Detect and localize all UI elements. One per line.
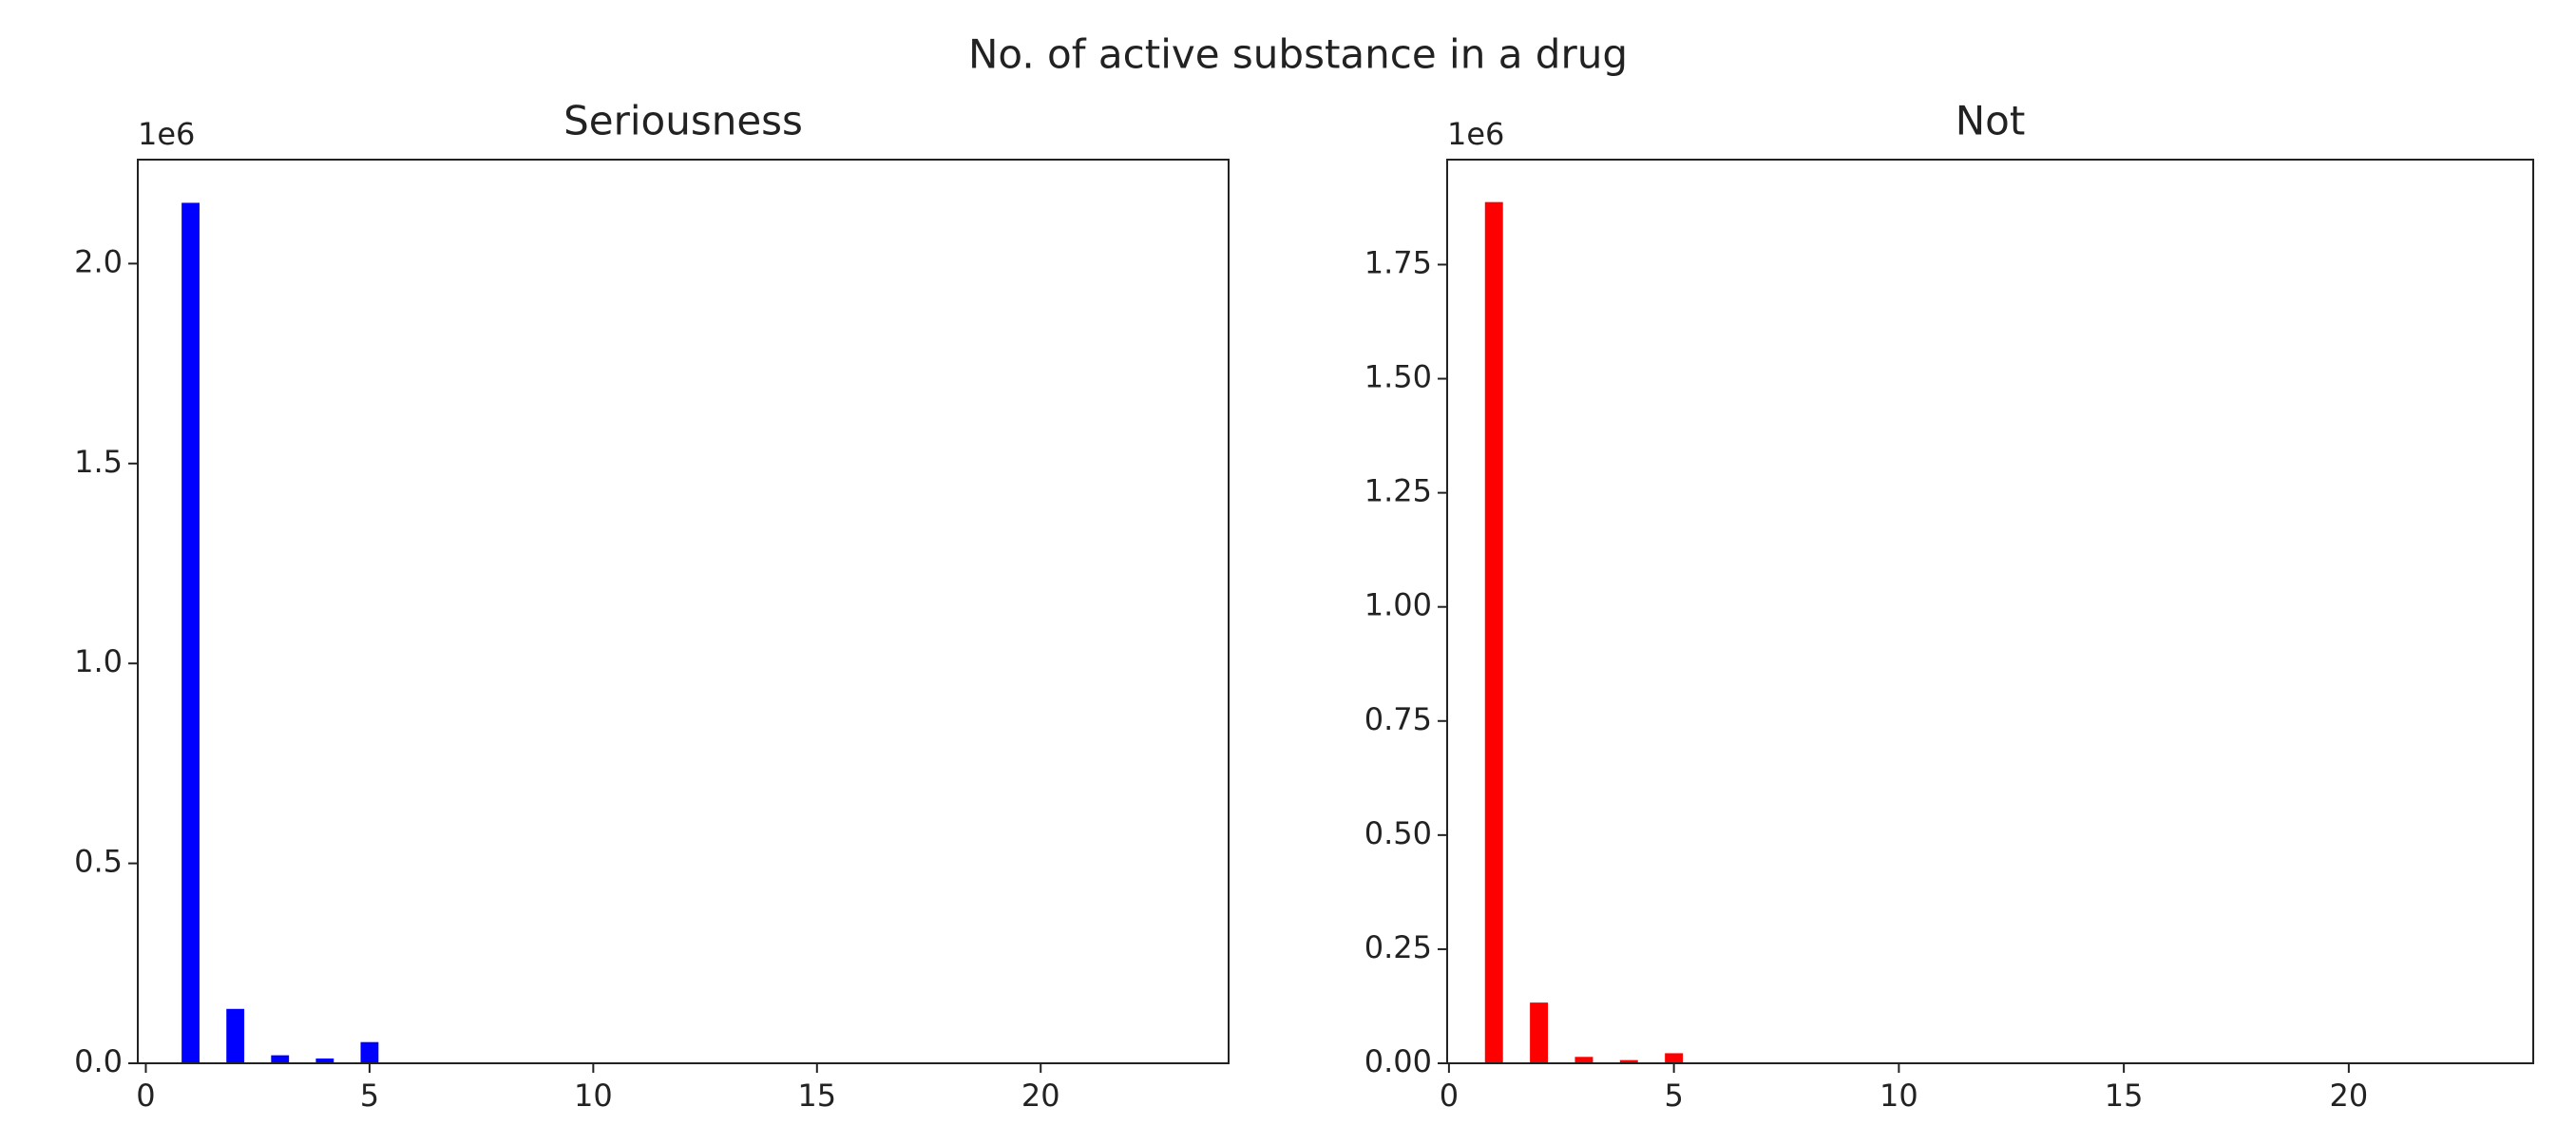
bar xyxy=(1530,1002,1549,1063)
axes-frame xyxy=(137,159,1230,1064)
bar xyxy=(1484,201,1503,1063)
bar xyxy=(1574,1057,1593,1063)
y-tick-label: 0.25 xyxy=(1364,929,1432,965)
bar xyxy=(360,1041,379,1063)
y-tick-label: 1.50 xyxy=(1364,359,1432,395)
x-tick-label: 20 xyxy=(2330,1078,2369,1114)
y-tick-label: 1.00 xyxy=(1364,587,1432,623)
x-tick-label: 5 xyxy=(1664,1078,1683,1114)
y-tick-label: 2.0 xyxy=(74,243,123,279)
bar xyxy=(226,1008,245,1063)
bar xyxy=(1665,1053,1684,1063)
y-tick-label: 0.00 xyxy=(1364,1043,1432,1079)
y-tick-label: 0.50 xyxy=(1364,815,1432,851)
x-tick-label: 5 xyxy=(360,1078,379,1114)
axes-frame xyxy=(1446,159,2534,1064)
y-tick-label: 1.75 xyxy=(1364,244,1432,280)
figure-title: No. of active substance in a drug xyxy=(968,31,1628,78)
y-tick-label: 1.5 xyxy=(74,444,123,480)
x-tick-label: 20 xyxy=(1021,1078,1060,1114)
offset-label: 1e6 xyxy=(138,116,195,152)
x-tick-label: 10 xyxy=(574,1078,613,1114)
bar xyxy=(315,1058,334,1063)
y-tick-label: 0.0 xyxy=(74,1043,123,1079)
y-tick-label: 1.0 xyxy=(74,643,123,679)
y-tick-label: 1.25 xyxy=(1364,473,1432,509)
x-tick-label: 15 xyxy=(797,1078,836,1114)
x-tick-label: 15 xyxy=(2105,1078,2144,1114)
bar xyxy=(271,1055,290,1063)
x-tick-label: 10 xyxy=(1880,1078,1918,1114)
y-tick-label: 0.75 xyxy=(1364,701,1432,737)
bar xyxy=(181,202,200,1063)
x-tick-label: 0 xyxy=(1440,1078,1459,1114)
offset-label: 1e6 xyxy=(1447,116,1504,152)
bar xyxy=(1619,1059,1638,1063)
subplot-title: Not xyxy=(1956,98,2026,144)
subplot-title: Seriousness xyxy=(563,98,803,144)
x-tick-label: 0 xyxy=(136,1078,155,1114)
y-tick-label: 0.5 xyxy=(74,844,123,880)
